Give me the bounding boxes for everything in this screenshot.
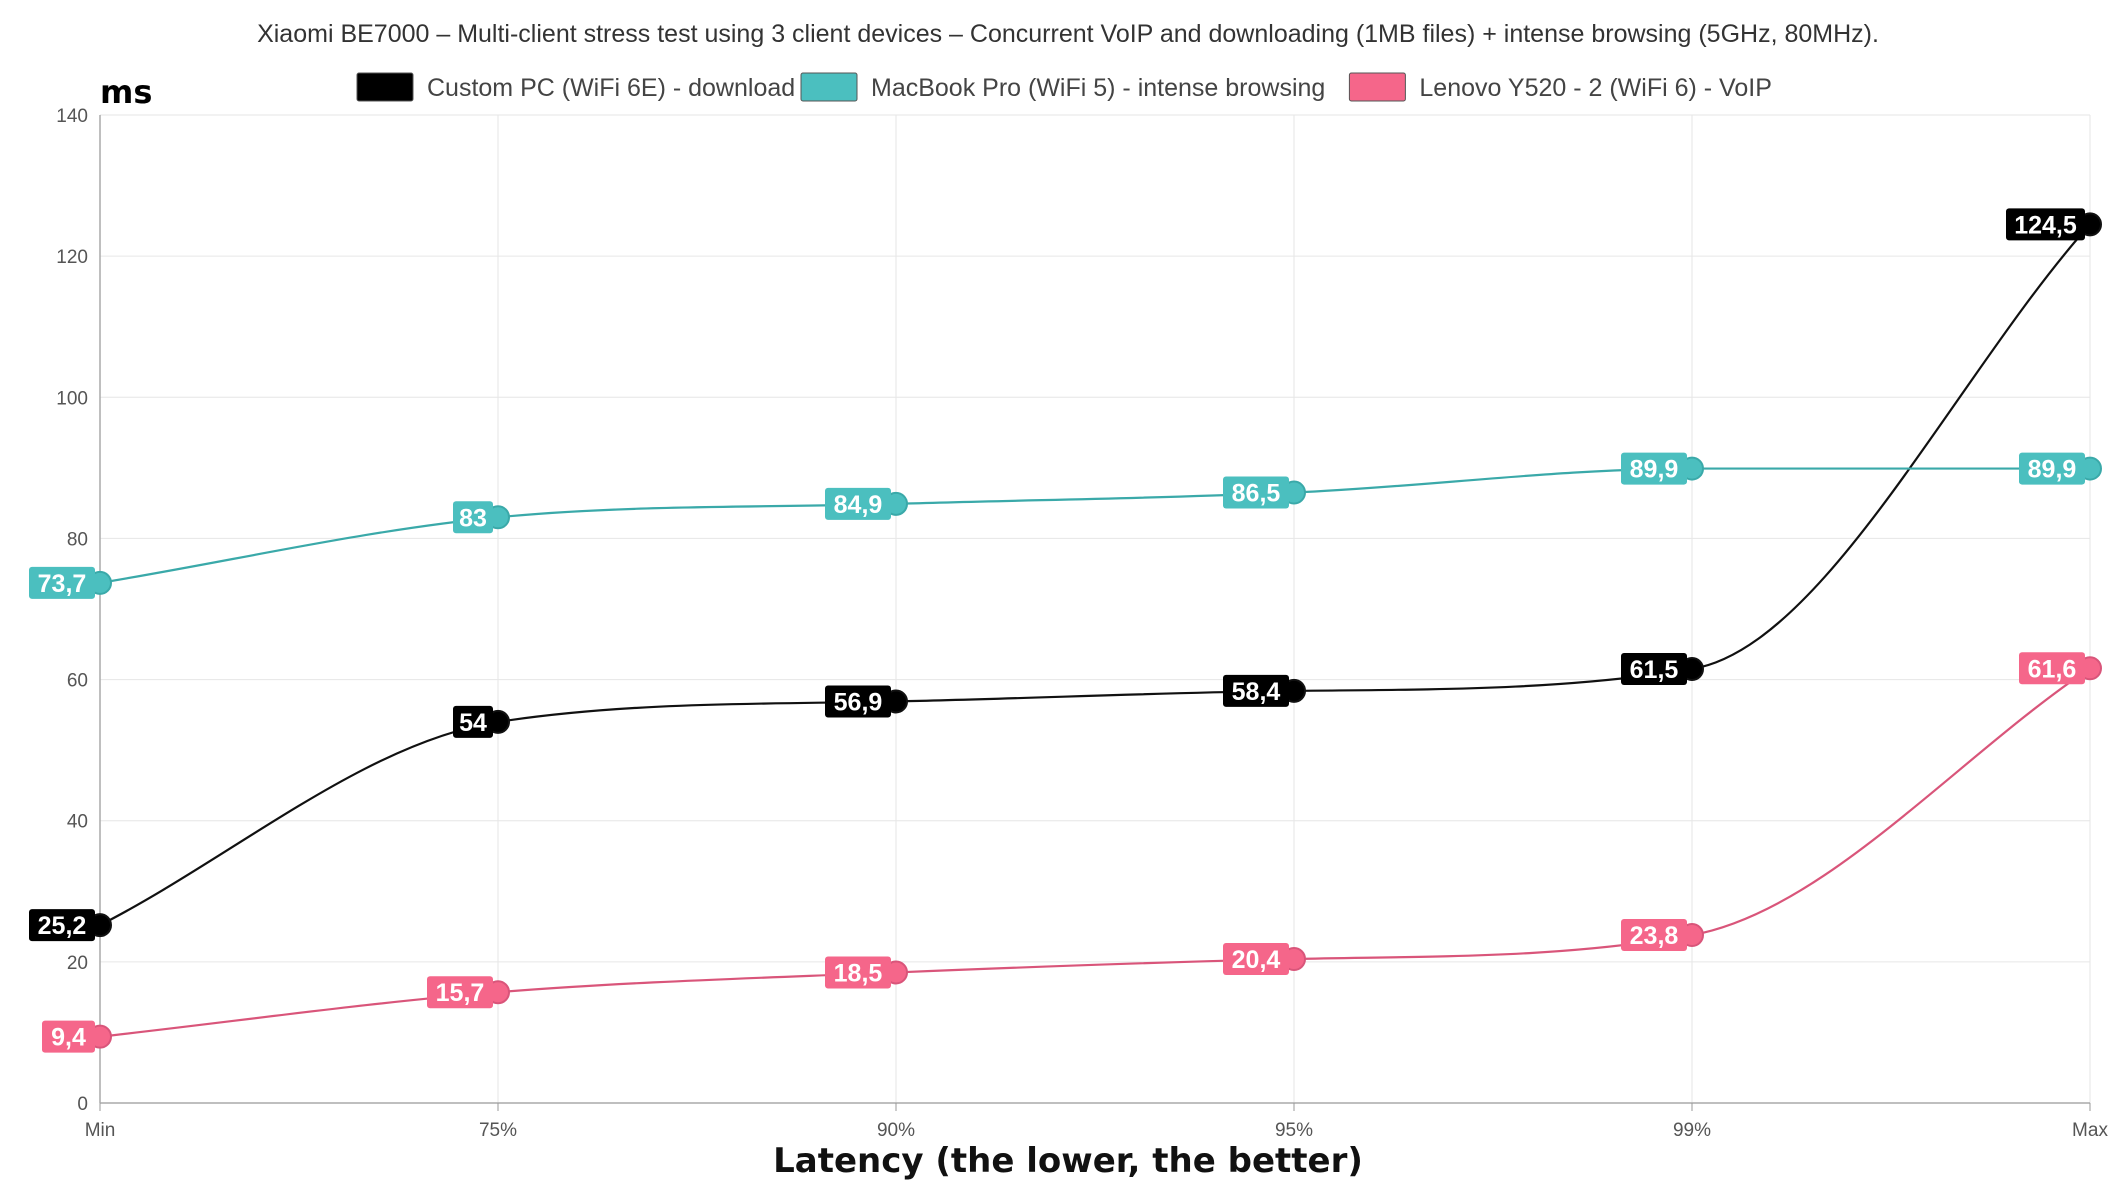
series-3-label-bg-99 [1621,919,1687,952]
x-axis-label: Latency (the lower, the better) [773,1141,1363,1181]
y-tick-label-100: 100 [56,388,88,409]
series-2-label-bg-min [29,566,95,599]
y-axis-ticks: 0 20 40 60 80 100 120 140 [56,106,88,1115]
series-1-label-bg-min [29,909,95,942]
series-1-data-label-max: 124,5 [2014,211,2077,239]
x-tick-label-99: 99% [1673,1120,1711,1141]
series-1-data-label-75: 54 [459,709,487,737]
series-2-data-label-min: 73,7 [38,570,87,598]
data-markers: 25,2 54 56,9 58,4 61,5 124,5 73,7 83 84,9 86,5 89,… [29,208,2102,1053]
x-tick-label-95: 95% [1275,1120,1313,1141]
legend-item-3[interactable]: Lenovo Y520 - 2 (WiFi 6) - VoIP [1348,72,1772,102]
series-2-data-label-max: 89,9 [2028,456,2077,484]
series-3-data-label-99: 23,8 [1630,922,1679,950]
series-3-data-label-95: 20,4 [1232,946,1281,974]
series-3-label-bg-90 [825,956,891,989]
chart-legend: Custom PC (WiFi 6E) - download MacBook Pr… [356,72,1772,102]
series-2-data-label-90: 84,9 [834,491,883,519]
series-2-label-bg-99 [1621,452,1687,485]
legend-label-2: MacBook Pro (WiFi 5) - intense browsing [871,74,1325,102]
legend-item-1[interactable]: Custom PC (WiFi 6E) - download [356,72,795,102]
legend-swatch-2 [800,72,858,102]
series-2-data-label-95: 86,5 [1232,480,1281,508]
series-2-data-label-75: 83 [459,504,487,532]
series-1-data-label-min: 25,2 [38,912,87,940]
series-3-data-label-min: 9,4 [51,1024,86,1052]
series-lines [99,223,2091,1038]
y-tick-label-0: 0 [77,1094,88,1115]
legend-item-2[interactable]: MacBook Pro (WiFi 5) - intense browsing [800,72,1325,102]
legend-label-1: Custom PC (WiFi 6E) - download [427,74,795,102]
series-3-label-bg-75 [427,976,493,1009]
y-tick-label-40: 40 [67,812,88,833]
x-tick-label-90: 90% [877,1120,915,1141]
series-1-label-bg-90 [825,685,891,718]
y-tick-label-60: 60 [67,671,88,692]
series-1-line [99,223,2091,927]
legend-swatch-1 [356,72,414,102]
series-1-data-label-90: 56,9 [834,688,883,716]
series-3-line [99,667,2091,1038]
series-1-label-bg-95 [1223,674,1289,707]
series-1-data-label-95: 58,4 [1232,678,1281,706]
series-3-label-bg-95 [1223,943,1289,976]
x-axis-ticks: Min 75% 90% 95% 99% Max [85,1103,2108,1141]
series-2-label-bg-95 [1223,476,1289,509]
series-2-data-label-99: 89,9 [1630,456,1679,484]
series-3-data-label-max: 61,6 [2028,655,2077,683]
axes [99,115,2090,1104]
y-tick-label-120: 120 [56,247,88,268]
series-2-label-bg-90 [825,487,891,520]
series-1-label-bg-99 [1621,652,1687,685]
series-3-label-bg-min [42,1020,95,1053]
series-1-label-bg-max [2006,208,2085,241]
series-3-label-bg-max [2019,652,2085,685]
series-2-label-bg-max [2019,452,2085,485]
series-2-line [99,467,2090,584]
series-3-data-label-90: 18,5 [834,959,883,987]
x-tick-label-75: 75% [479,1120,517,1141]
grid-lines [99,114,2091,1104]
y-axis-unit-label: ms [100,73,152,111]
series-1-data-label-99: 61,5 [1630,656,1679,684]
x-tick-label-min: Min [85,1120,116,1141]
legend-label-3: Lenovo Y520 - 2 (WiFi 6) - VoIP [1419,74,1771,102]
series-1-label-bg-75 [453,705,493,738]
legend-swatch-3 [1348,72,1406,102]
series-3-data-label-75: 15,7 [436,979,485,1007]
chart-title: Xiaomi BE7000 – Multi-client stress test… [257,20,1879,48]
x-tick-label-max: Max [2072,1120,2108,1141]
y-tick-label-80: 80 [67,529,88,550]
series-2-label-bg-75 [453,501,493,534]
y-tick-label-140: 140 [56,106,88,127]
y-tick-label-20: 20 [67,953,88,974]
